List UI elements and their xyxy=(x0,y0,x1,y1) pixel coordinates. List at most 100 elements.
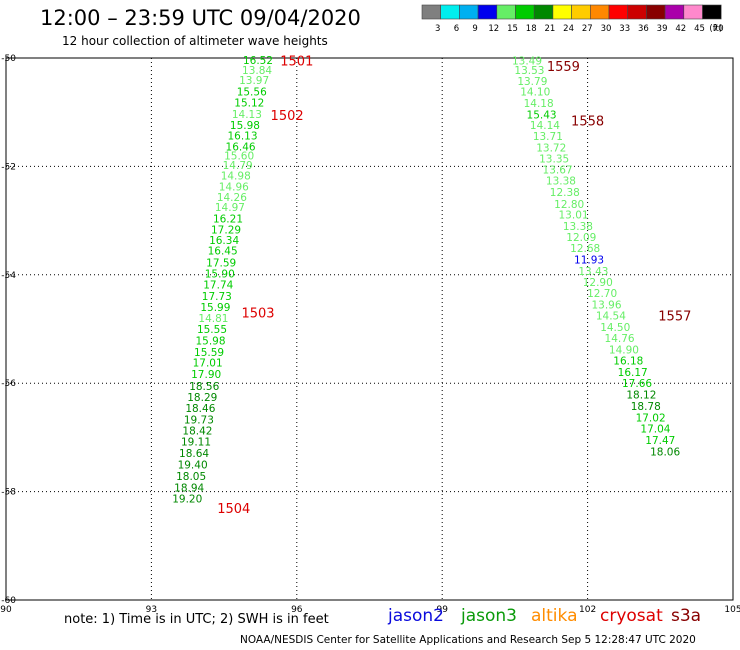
x-tick-label: 96 xyxy=(291,605,303,615)
swh-value-label: 16.18 xyxy=(613,355,643,367)
swh-value-label: 13.38 xyxy=(546,175,576,187)
color-scale-unit: (ft) xyxy=(709,24,722,34)
swh-value-label: 13.38 xyxy=(563,221,593,233)
swh-value-label: 14.97 xyxy=(215,202,245,214)
swh-value-label: 13.84 xyxy=(242,65,272,77)
swh-value-label: 16.34 xyxy=(209,235,239,247)
swh-value-label: 18.46 xyxy=(185,403,215,415)
swh-value-label: 15.43 xyxy=(527,109,557,121)
swh-value-label: 17.74 xyxy=(203,280,233,292)
x-tick-label: 90 xyxy=(0,605,12,615)
swh-value-label: 13.72 xyxy=(536,142,566,154)
swh-value-label: 13.97 xyxy=(239,75,269,87)
y-tick-label: -58 xyxy=(1,488,16,498)
track-id-label: 1559 xyxy=(547,60,580,75)
swh-value-label: 13.79 xyxy=(517,76,547,88)
swh-value-label: 14.13 xyxy=(232,109,262,121)
color-scale-swatch xyxy=(702,4,722,20)
swh-value-label: 19.20 xyxy=(172,494,202,506)
swh-value-label: 14.10 xyxy=(520,87,550,99)
swh-value-label: 18.78 xyxy=(631,401,661,413)
swh-value-label: 15.90 xyxy=(205,269,235,281)
swh-value-label: 13.01 xyxy=(559,210,589,222)
color-scale-label: 30 xyxy=(601,24,612,34)
swh-value-label: 15.12 xyxy=(234,97,264,109)
chart-subtitle: 12 hour collection of altimeter wave hei… xyxy=(62,34,328,48)
track-id-label: 1501 xyxy=(280,55,313,70)
color-scale-label: 12 xyxy=(488,24,499,34)
swh-value-label: 15.60 xyxy=(224,151,254,163)
swh-value-label: 16.17 xyxy=(618,367,648,379)
swh-value-label: 14.81 xyxy=(198,313,228,325)
mission-label-s3a: s3a xyxy=(671,606,702,626)
y-tick-label: -52 xyxy=(1,162,16,172)
swh-value-label: 13.43 xyxy=(578,266,608,278)
swh-value-label: 18.12 xyxy=(626,390,656,402)
x-tick-label: 105 xyxy=(724,605,740,615)
swh-value-label: 18.05 xyxy=(176,471,206,483)
swh-value-label: 17.29 xyxy=(211,224,241,236)
swh-value-label: 15.99 xyxy=(200,302,230,314)
swh-value-label: 18.64 xyxy=(179,448,209,460)
swh-value-label: 17.59 xyxy=(206,257,236,269)
color-scale-label: 15 xyxy=(507,24,518,34)
track-id-label: 1502 xyxy=(271,109,304,124)
swh-value-label: 12.68 xyxy=(570,243,600,255)
mission-label-cryosat: cryosat xyxy=(600,606,663,626)
swh-value-label: 12.80 xyxy=(554,199,584,211)
track-id-label: 1557 xyxy=(658,309,691,324)
swh-value-label: 14.14 xyxy=(530,120,560,132)
color-scale-label: 3 xyxy=(435,24,440,34)
swh-value-label: 15.98 xyxy=(195,335,225,347)
swh-value-label: 19.40 xyxy=(178,460,208,472)
mission-label-altika: altika xyxy=(531,606,578,626)
swh-value-label: 16.45 xyxy=(208,245,238,257)
mission-label-jason3: jason3 xyxy=(461,606,517,626)
y-tick-label: -54 xyxy=(1,271,16,281)
y-tick-label: -60 xyxy=(1,596,16,606)
swh-value-label: 14.50 xyxy=(600,322,630,334)
swh-value-label: 13.71 xyxy=(533,131,563,143)
swh-value-label: 15.59 xyxy=(194,347,224,359)
swh-value-label: 13.67 xyxy=(543,165,573,177)
swh-value-label: 17.01 xyxy=(193,358,223,370)
color-scale-label: 42 xyxy=(675,24,686,34)
swh-value-label: 11.93 xyxy=(574,255,604,267)
chart-title: 12:00 – 23:59 UTC 09/04/2020 xyxy=(40,6,361,30)
swh-value-label: 15.56 xyxy=(237,87,267,99)
swh-value-label: 13.53 xyxy=(514,65,544,77)
mission-label-jason2: jason2 xyxy=(388,606,444,626)
color-scale-label: 33 xyxy=(619,24,630,34)
swh-value-label: 17.66 xyxy=(622,378,652,390)
swh-value-label: 13.35 xyxy=(539,153,569,165)
swh-value-label: 12.38 xyxy=(550,187,580,199)
color-scale-label: 39 xyxy=(657,24,668,34)
swh-value-label: 12.09 xyxy=(566,232,596,244)
swh-value-label: 14.90 xyxy=(609,345,639,357)
swh-value-label: 18.56 xyxy=(189,381,219,393)
y-tick-label: -50 xyxy=(1,54,16,64)
swh-value-label: 14.76 xyxy=(605,333,635,345)
swh-value-label: 17.47 xyxy=(645,435,675,447)
swh-value-label: 15.98 xyxy=(230,120,260,132)
swh-value-label: 16.13 xyxy=(227,131,257,143)
color-scale-label: 9 xyxy=(472,24,477,34)
note-text: note: 1) Time is in UTC; 2) SWH is in fe… xyxy=(64,612,329,627)
swh-value-label: 19.11 xyxy=(181,437,211,449)
swh-value-label: 17.04 xyxy=(640,424,670,436)
swh-value-label: 18.42 xyxy=(182,425,212,437)
swh-value-label: 16.52 xyxy=(243,55,273,67)
plot-frame xyxy=(5,57,734,601)
swh-value-label: 18.94 xyxy=(174,482,204,494)
swh-value-label: 16.46 xyxy=(226,141,256,153)
swh-value-label: 14.18 xyxy=(524,98,554,110)
swh-value-label: 18.29 xyxy=(187,392,217,404)
swh-value-label: 18.06 xyxy=(650,446,680,458)
x-tick-label: 93 xyxy=(146,605,157,615)
x-tick-label: 99 xyxy=(436,605,448,615)
color-scale-label: 24 xyxy=(563,24,574,34)
swh-value-label: 13.49 xyxy=(512,56,542,68)
color-scale-legend: 3 6 9 12 15 18 21 24 27 30 33 36 39 42 45 70(ft) xyxy=(421,4,724,34)
swh-value-label: 12.70 xyxy=(587,288,617,300)
